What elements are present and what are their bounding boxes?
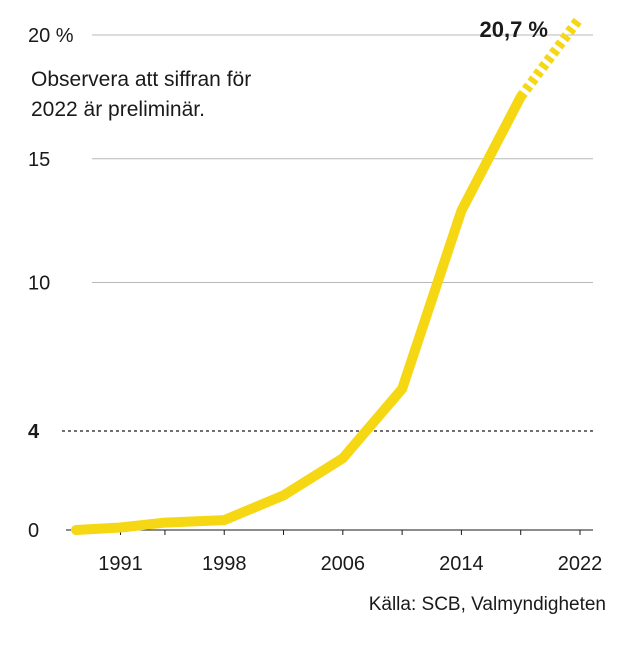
series-layer bbox=[71, 14, 585, 535]
x-tick-label-1991: 1991 bbox=[98, 553, 143, 575]
threshold-layer: 4 bbox=[28, 421, 593, 443]
x-tick-label-2022: 2022 bbox=[558, 553, 603, 575]
note-line-2: 2022 är preliminär. bbox=[31, 98, 205, 121]
last-value-label: 20,7 % bbox=[480, 17, 549, 42]
data-point-2022 bbox=[579, 17, 581, 19]
data-point-2002 bbox=[283, 494, 285, 496]
y-tick-label-20: 20 % bbox=[28, 25, 74, 47]
data-point-1994 bbox=[164, 522, 166, 524]
data-point-2014 bbox=[460, 210, 462, 212]
data-point-1998 bbox=[223, 519, 225, 521]
source-label: Källa: SCB, Valmyndigheten bbox=[369, 594, 606, 615]
y-tick-label-10: 10 bbox=[28, 273, 50, 295]
y-tick-label-0: 0 bbox=[28, 520, 39, 542]
y-tick-label-15: 15 bbox=[28, 149, 50, 171]
grid-layer bbox=[92, 34, 593, 283]
x-tick-label-2014: 2014 bbox=[439, 553, 484, 575]
series-line-solid bbox=[71, 91, 526, 535]
x-tick-label-1998: 1998 bbox=[202, 553, 247, 575]
data-point-2010 bbox=[401, 388, 403, 390]
x-tick-label-2006: 2006 bbox=[321, 553, 366, 575]
data-point-1988 bbox=[75, 529, 77, 531]
note-line-1: Observera att siffran för bbox=[31, 68, 251, 91]
data-point-1991 bbox=[119, 527, 121, 529]
label-layer: Observera att siffran för 2022 är prelim… bbox=[31, 17, 606, 615]
threshold-label: 4 bbox=[28, 421, 40, 443]
data-point-2006 bbox=[342, 457, 344, 459]
series-line-preliminary bbox=[516, 14, 585, 100]
data-point-2018 bbox=[520, 96, 522, 98]
axis-layer: 0 10 15 20 % 1991 1998 2006 2014 2022 bbox=[28, 25, 602, 575]
